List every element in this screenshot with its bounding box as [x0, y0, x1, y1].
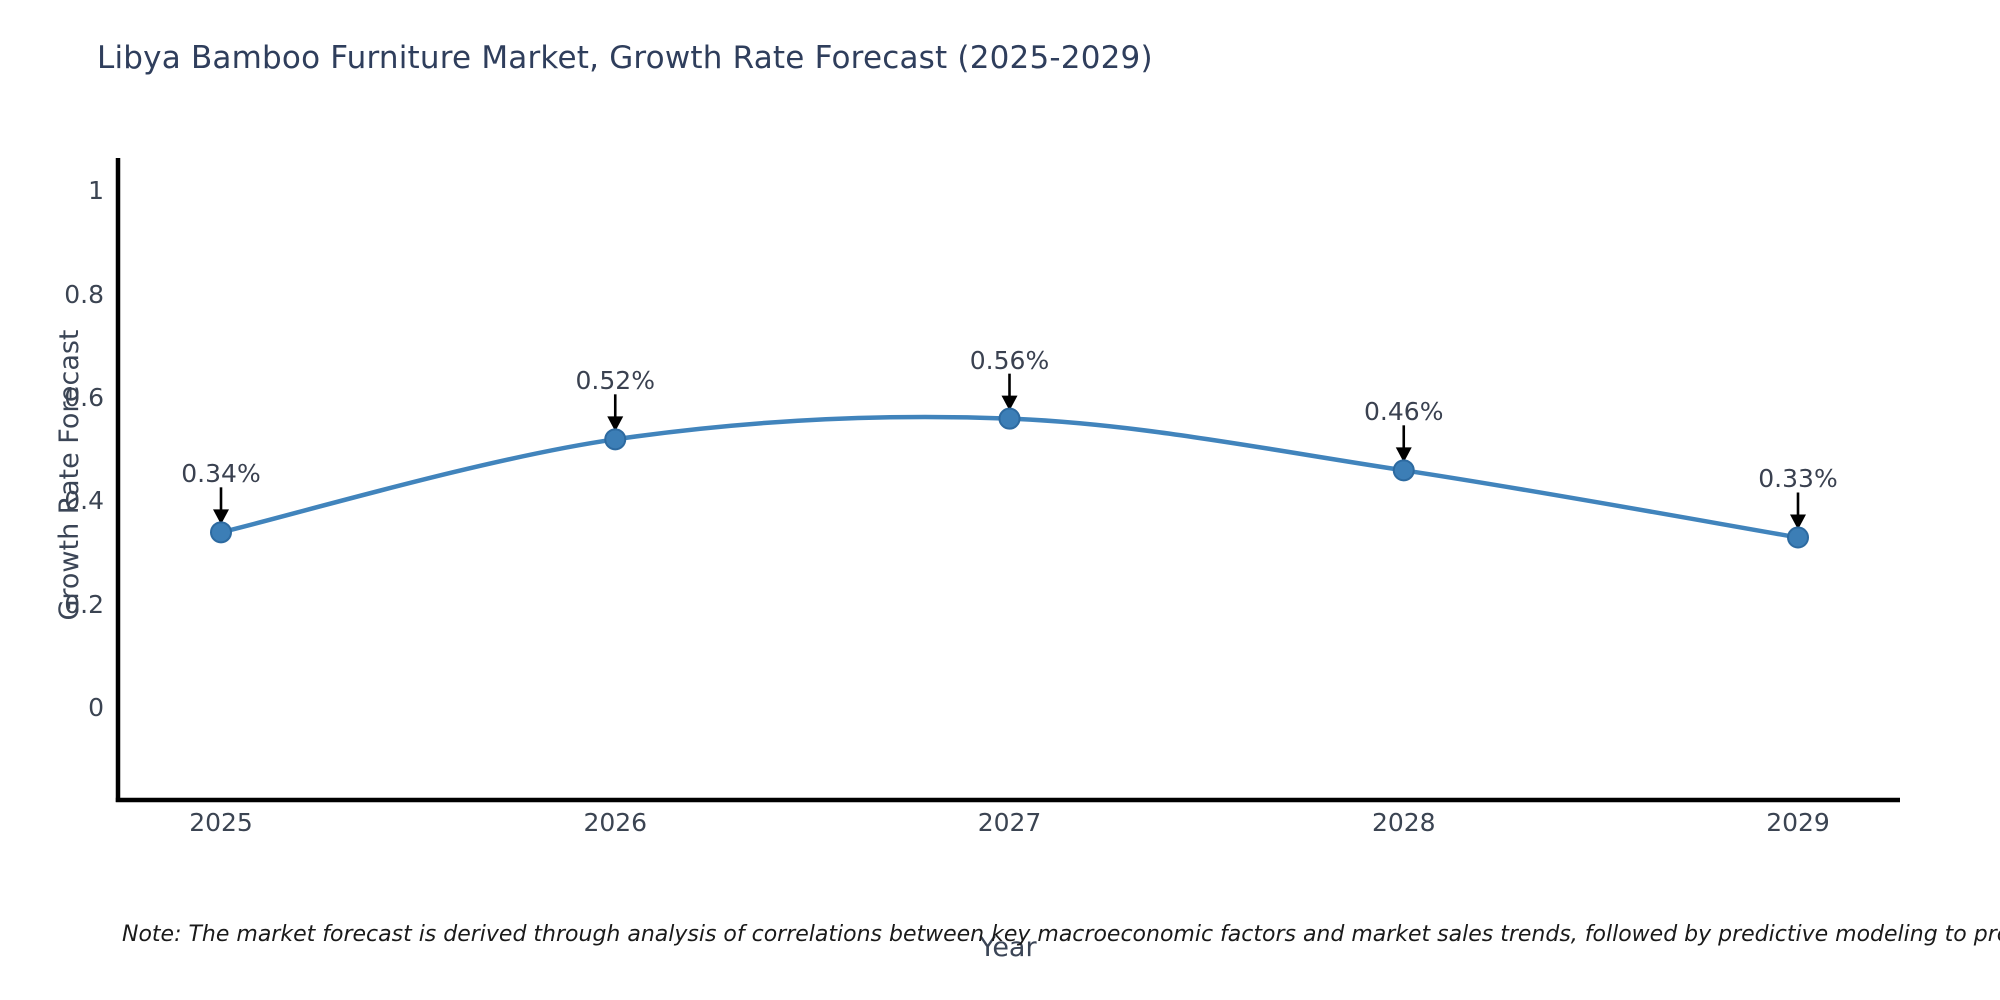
x-tick-label: 2029 — [1766, 808, 1830, 837]
x-tick-label: 2027 — [977, 808, 1042, 837]
data-point-marker — [1392, 459, 1415, 482]
y-axis-title: Growth Rate Forecast — [54, 329, 85, 621]
data-point-marker — [998, 407, 1021, 430]
point-annotation: 0.52% — [575, 366, 655, 396]
footnote: Note: The market forecast is derived thr… — [122, 922, 2000, 947]
y-tick-label: 0 — [88, 693, 104, 722]
annotation-arrow-head — [607, 416, 624, 432]
forecast-line — [218, 414, 1801, 540]
point-annotation: 0.56% — [969, 345, 1050, 375]
chart-title: Libya Bamboo Furniture Market, Growth Ra… — [97, 40, 1153, 76]
data-point-marker — [210, 521, 232, 544]
x-axis-title: Year — [979, 932, 1037, 963]
point-annotation: 0.46% — [1364, 397, 1444, 427]
annotation-arrow-head — [213, 509, 229, 525]
annotation-arrow-head — [1395, 447, 1412, 463]
data-point-marker — [604, 428, 627, 451]
point-annotation: 0.34% — [181, 459, 261, 489]
x-tick-label: 2026 — [583, 808, 648, 837]
annotation-arrow-head — [1001, 395, 1018, 411]
x-tick-label: 2028 — [1371, 808, 1436, 837]
y-tick-label: 0.8 — [64, 279, 104, 309]
y-tick-label: 0.4 — [64, 486, 104, 516]
annotation-arrow-head — [1790, 514, 1806, 530]
point-annotation: 0.33% — [1758, 464, 1838, 494]
data-point-marker — [1787, 526, 1809, 549]
y-tick-label: 0.6 — [64, 382, 104, 412]
x-tick-label: 2025 — [189, 808, 253, 837]
y-tick-label: 0.2 — [64, 589, 104, 619]
y-tick-label: 1 — [88, 176, 104, 206]
